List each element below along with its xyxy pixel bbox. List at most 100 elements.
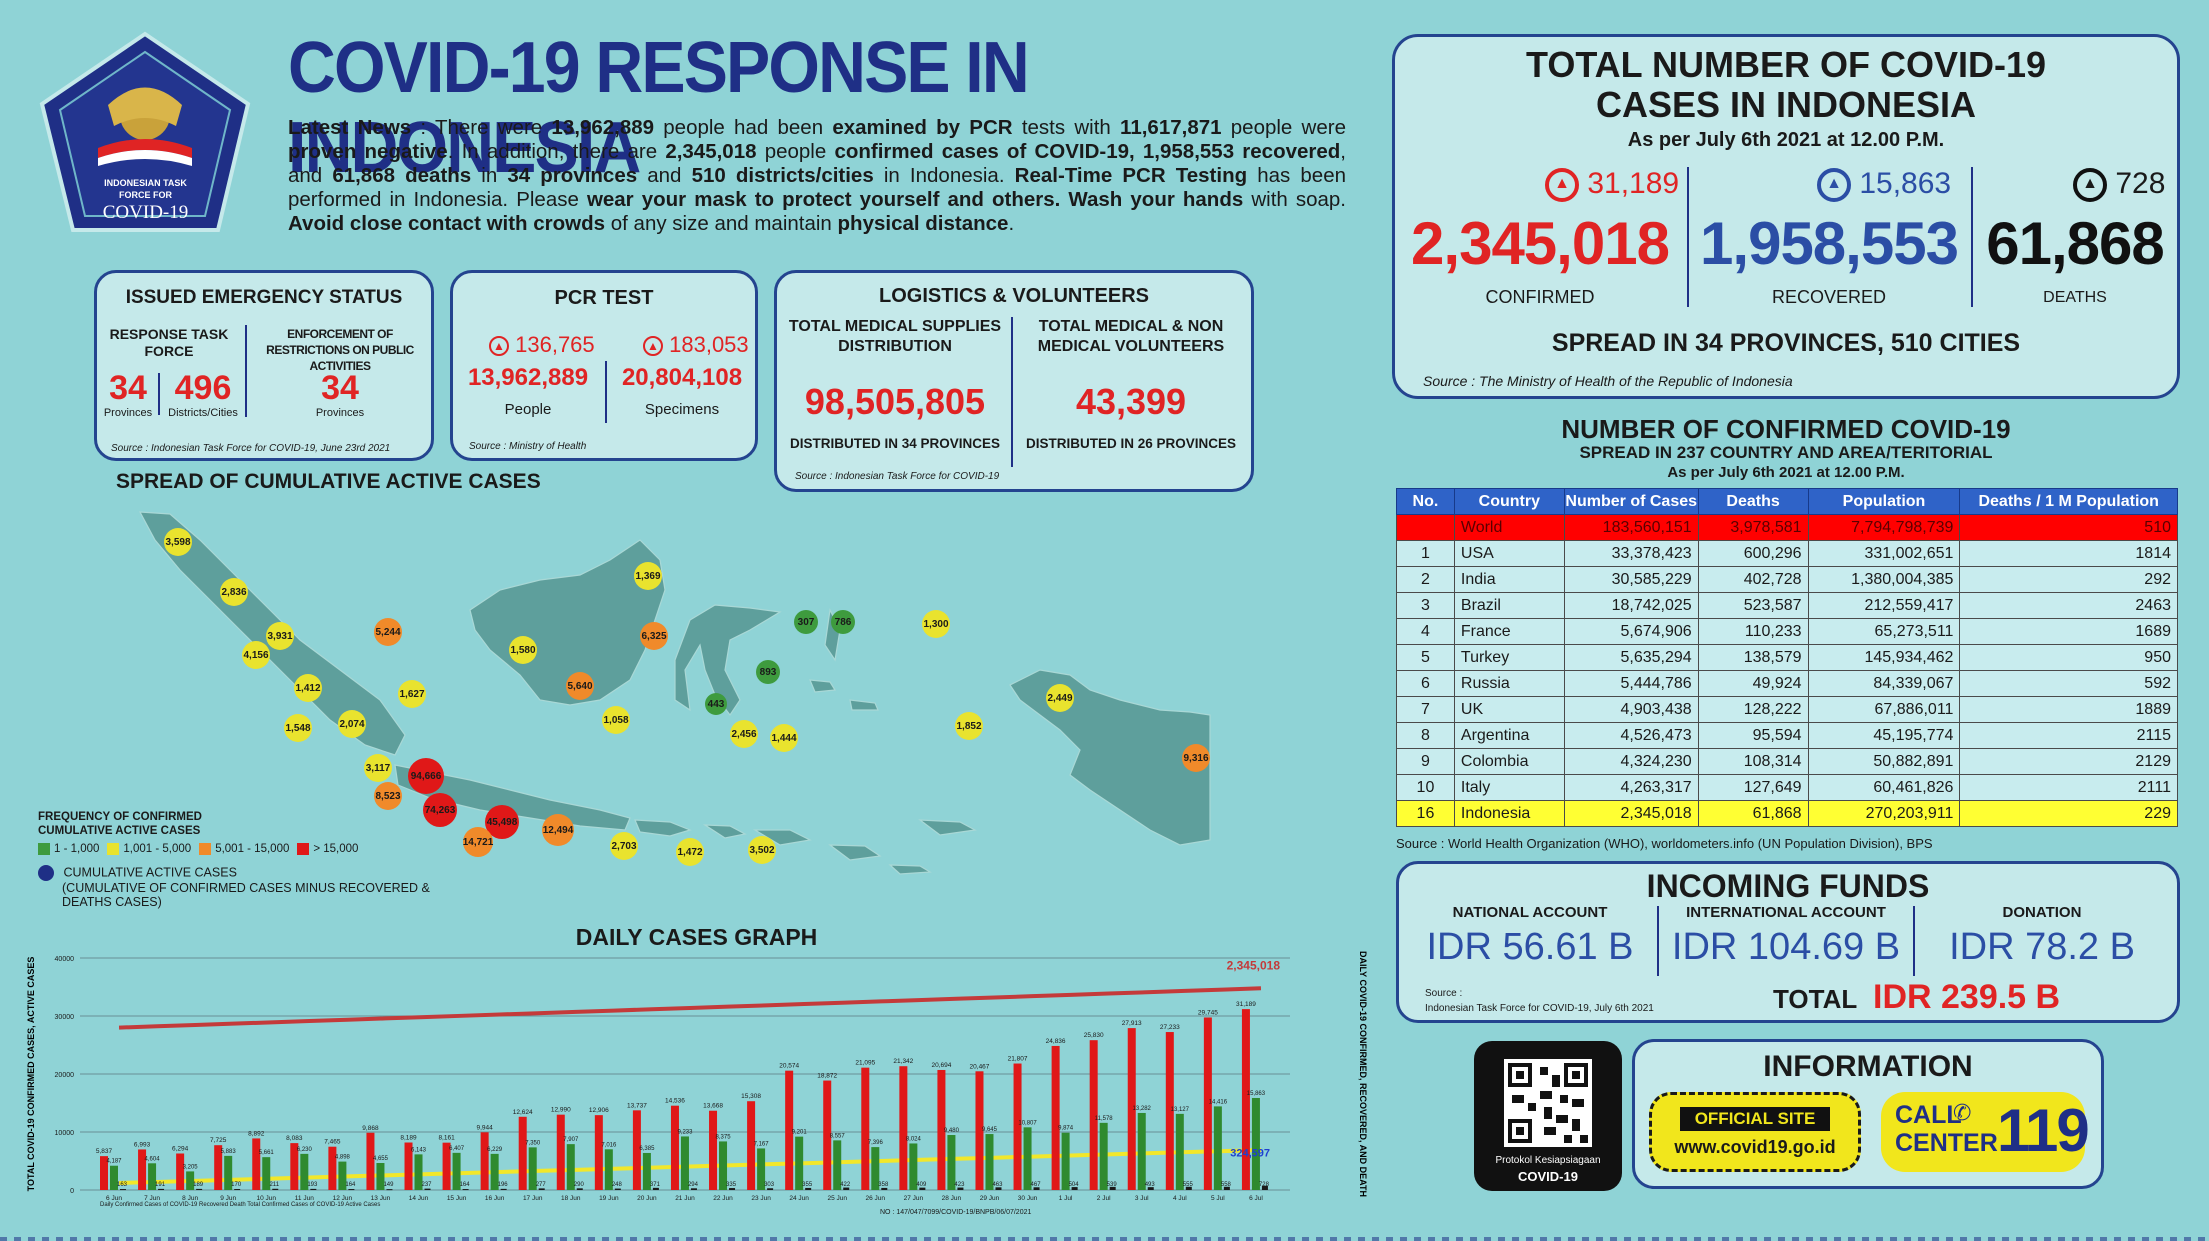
- confirmed-bar: [709, 1110, 718, 1190]
- x-tick-label: 27 Jun: [904, 1195, 924, 1202]
- confirmed-data-label: 9,868: [362, 1125, 379, 1132]
- table-cell: 138,579: [1697, 644, 1809, 671]
- recovered-bar: [1099, 1122, 1108, 1190]
- confirmed-bar: [480, 1132, 489, 1190]
- recovered-bar: [795, 1136, 804, 1190]
- x-tick-label: 25 Jun: [827, 1195, 847, 1202]
- recovered-data-label: 13,127: [1171, 1107, 1190, 1113]
- recovered-data-label: 6,407: [449, 1146, 465, 1152]
- death-bar: [805, 1187, 812, 1190]
- divider: [1971, 167, 1973, 307]
- confirmed-bar: [785, 1070, 794, 1190]
- death-data-label: 196: [498, 1182, 509, 1188]
- confirmed-data-label: 20,574: [779, 1063, 799, 1070]
- map-bubble: 3,502: [748, 836, 776, 864]
- table-cell: 8: [1396, 722, 1455, 749]
- task-force-logo: INDONESIAN TASK FORCE FOR COVID-19: [38, 30, 253, 235]
- recovered-bar: [1213, 1106, 1222, 1190]
- confirmed-data-label: 14,536: [665, 1098, 685, 1105]
- confirmed-data-label: 27,233: [1160, 1024, 1180, 1031]
- table-cell: 95,594: [1697, 722, 1809, 749]
- recovered-bar: [871, 1147, 880, 1190]
- legend-label: 1,001 - 5,000: [123, 843, 192, 856]
- strip-mark: [2100, 1237, 2107, 1241]
- death-data-label: 504: [1069, 1182, 1080, 1188]
- death-bar: [690, 1188, 697, 1190]
- strip-mark: [476, 1237, 483, 1241]
- confirmed-bar: [1089, 1040, 1098, 1190]
- map-bubble: 1,300: [922, 610, 950, 638]
- strip-mark: [1582, 1237, 1589, 1241]
- strip-mark: [1428, 1237, 1435, 1241]
- emergency-source: Source : Indonesian Task Force for COVID…: [111, 443, 391, 454]
- confirmed-bar: [1051, 1045, 1060, 1190]
- logo-line-1: INDONESIAN TASK: [104, 178, 187, 188]
- death-data-label: 193: [307, 1182, 318, 1188]
- map-bubble: 307: [794, 610, 818, 634]
- x-tick-label: 5 Jul: [1211, 1195, 1225, 1202]
- confirmed-data-label: 27,913: [1122, 1020, 1142, 1027]
- active-cases-line: [118, 1147, 1262, 1186]
- table-cell: 2111: [1959, 774, 2178, 801]
- strip-mark: [1834, 1237, 1841, 1241]
- table-cell: 128,222: [1697, 696, 1809, 723]
- confirmed-value: 2,345,018: [1411, 210, 1670, 277]
- table-cell: 65,273,511: [1807, 618, 1961, 645]
- death-data-label: 539: [1107, 1182, 1118, 1188]
- confirmed-data-label: 6,294: [172, 1145, 189, 1152]
- divider: [1657, 906, 1659, 976]
- table-cell: 510: [1959, 514, 2178, 541]
- strip-mark: [630, 1237, 637, 1241]
- strip-mark: [182, 1237, 189, 1241]
- map-bubble: 8,523: [374, 782, 402, 810]
- x-tick-label: 18 Jun: [561, 1195, 581, 1202]
- strip-mark: [952, 1237, 959, 1241]
- confirmed-bar: [138, 1149, 147, 1190]
- table-cell: 61,868: [1697, 800, 1809, 827]
- confirmed-bar: [975, 1071, 984, 1190]
- strip-mark: [798, 1237, 805, 1241]
- recovered-data-label: 7,396: [868, 1140, 884, 1146]
- y-axis-label-right: DAILY COVID-19 CONFIRMED, RECOVERED, AND…: [1358, 951, 1368, 1197]
- chart-legend: Daily Confirmed Cases of COVID-19 Recove…: [100, 1202, 380, 1208]
- table-cell: Turkey: [1453, 644, 1565, 671]
- table-cell: 1689: [1959, 618, 2178, 645]
- map-bubble: 5,244: [374, 618, 402, 646]
- strip-mark: [434, 1237, 441, 1241]
- strip-mark: [504, 1237, 511, 1241]
- volunteers-label: TOTAL MEDICAL & NON MEDICAL VOLUNTEERS: [1037, 318, 1225, 355]
- table-cell: 1,380,004,385: [1807, 566, 1961, 593]
- death-data-label: 355: [802, 1182, 813, 1188]
- death-bar: [462, 1189, 469, 1191]
- confirmed-data-label: 13,668: [703, 1103, 723, 1110]
- x-tick-label: 16 Jun: [485, 1195, 505, 1202]
- strip-mark: [784, 1237, 791, 1241]
- table-cell: 592: [1959, 670, 2178, 697]
- table-header-cell: Number of Cases: [1563, 488, 1699, 515]
- call-center-button[interactable]: CALL ✆ CENTER 119: [1881, 1092, 2090, 1172]
- strip-mark: [336, 1237, 343, 1241]
- recovered-bar: [376, 1163, 385, 1190]
- divider: [1687, 167, 1689, 307]
- call-number[interactable]: 119: [1997, 1097, 2090, 1164]
- strip-mark: [210, 1237, 217, 1241]
- confirmed-bar: [747, 1101, 756, 1190]
- strip-mark: [1400, 1237, 1407, 1241]
- table-cell: 3,978,581: [1697, 514, 1809, 541]
- strip-mark: [1092, 1237, 1099, 1241]
- strip-mark: [1414, 1237, 1421, 1241]
- confirmed-data-label: 7,465: [324, 1139, 341, 1146]
- navy-dot-icon: [38, 865, 54, 882]
- strip-mark: [1680, 1237, 1687, 1241]
- death-bar: [386, 1189, 393, 1191]
- table-cell: 4: [1396, 618, 1455, 645]
- official-site-url[interactable]: www.covid19.go.id: [1674, 1137, 1836, 1157]
- recovered-bar: [224, 1155, 233, 1190]
- qr-code-panel[interactable]: Protokol Kesiapsiagaan COVID-19: [1474, 1041, 1622, 1191]
- official-site-button[interactable]: OFFICIAL SITE www.covid19.go.id: [1649, 1092, 1861, 1172]
- table-cell: 292: [1959, 566, 2178, 593]
- table-cell: 212,559,417: [1807, 592, 1961, 619]
- x-tick-label: 3 Jul: [1135, 1195, 1149, 1202]
- strip-mark: [574, 1237, 581, 1241]
- pcr-specimens-value: 20,804,108: [621, 364, 743, 391]
